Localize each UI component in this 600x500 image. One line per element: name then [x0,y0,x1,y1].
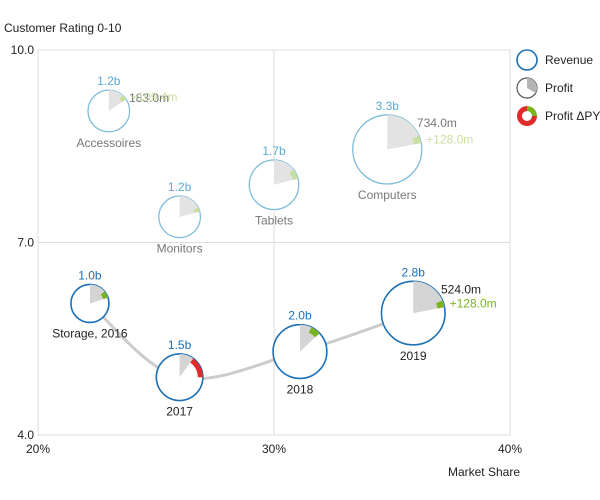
revenue-label-2017: 1.5b [168,338,192,352]
x-axis-title: Market Share [448,465,520,479]
bubbles: 1.2b Accessoires 183.0m+109.4m 3.3b Computer… [52,74,496,418]
legend-dpy-negative-segment [517,106,527,116]
legend-profit-label: Profit [545,81,574,95]
bubble-name-2019: 2019 [400,349,427,363]
bubble-computers: 3.3b Computers 734.0m +128.0m [352,99,473,202]
delta-label-computers: +128.0m [426,132,473,146]
profit-label-accessoires: 183.0m [129,91,169,105]
x-tick-label-20: 20% [26,442,50,456]
profit-delta-accessoires [119,95,127,103]
y-axis-ticks: 4.0 7.0 10.0 [11,43,35,442]
revenue-label-tablets: 1.7b [262,144,286,158]
bubble-name-accessoires: Accessoires [76,136,141,150]
legend-dpy-positive-segment [527,106,537,116]
revenue-label-2018: 2.0b [288,309,312,323]
legend-revenue-icon [516,49,538,71]
profit-wedge-computers [387,114,422,150]
x-axis-ticks: 20% 30% 40% [26,442,522,456]
bubble-name-tablets: Tablets [255,214,293,228]
legend-item-profit: Profit [516,77,574,99]
legend-revenue-label: Revenue [545,53,593,67]
y-tick-label-7-0: 7.0 [17,236,34,250]
plot-area [37,49,511,436]
bubble-name-computers: Computers [358,188,417,202]
time-path [88,302,414,381]
bubble-2019: 2.8b 2019 524.0m+128.0m [380,265,497,363]
bubble-storage-2016: 1.0b Storage, 2016 [52,268,128,340]
profit-delta-2017 [190,358,203,378]
legend-item-revenue: Revenue [516,49,593,71]
profit-delta-tablets [289,169,298,180]
legend-item-profit-dpy: Profit ΔPY [517,106,600,126]
profit-wedge-2019 [413,281,445,314]
profit-delta-monitors [193,207,200,213]
profit-wedge-accessoires [108,90,127,111]
profit-delta-2018 [308,327,320,338]
legend-dpy-lower-segment [517,116,537,126]
bubble-tablets: 1.7b Tablets [248,144,300,228]
x-tick-label-40: 40% [498,442,522,456]
profit-delta-storage-2016 [100,291,108,300]
y-tick-label-4-0: 4.0 [17,428,34,442]
y-tick-label-10-0: 10.0 [11,43,35,57]
revenue-label-monitors: 1.2b [168,180,192,194]
legend-profit-dpy-label: Profit ΔPY [545,109,600,123]
bubble-name-2018: 2018 [287,382,314,396]
bubble-2017: 1.5b 2017 [155,338,204,419]
profit-label-2019: 524.0m [441,282,481,296]
revenue-label-storage-2016: 1.0b [78,268,102,282]
bubble-name-2017: 2017 [166,405,193,419]
bubble-name-monitors: Monitors [157,242,203,256]
bubble-2018: 2.0b 2018 [272,309,328,396]
profit-label-computers: 734.0m [417,116,457,130]
delta-label-2019: +128.0m [450,297,497,311]
legend: Revenue Profit Profit ΔPY [516,49,600,126]
bubble-name-storage-2016: Storage, 2016 [52,326,128,340]
profit-delta-computers [411,135,422,145]
legend-profit-wedge [527,77,538,93]
y-axis-title: Customer Rating 0-10 [4,21,122,35]
x-tick-label-30: 30% [262,442,286,456]
bubble-monitors: 1.2b Monitors [157,180,203,256]
revenue-label-2019: 2.8b [402,265,426,279]
profit-wedge-tablets [274,159,298,185]
delta-label-accessoires: +109.4m [130,90,177,104]
bubble-accessoires: 1.2b Accessoires 183.0m+109.4m [76,74,177,150]
revenue-label-computers: 3.3b [376,99,400,113]
profit-wedge-2017 [179,353,194,378]
profit-delta-2019 [436,300,445,309]
revenue-label-accessoires: 1.2b [97,74,121,88]
